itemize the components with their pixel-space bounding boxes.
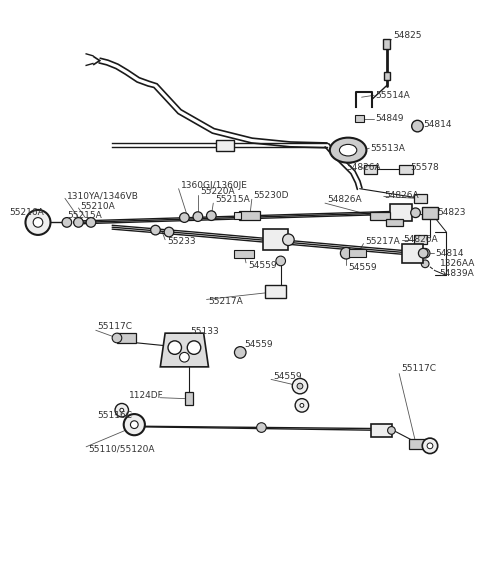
Text: 54814: 54814 <box>423 120 452 129</box>
Circle shape <box>73 218 83 227</box>
Text: 1360GJ/1360JE: 1360GJ/1360JE <box>180 181 247 190</box>
Text: 55233: 55233 <box>167 237 196 246</box>
Bar <box>414 194 427 203</box>
Bar <box>399 165 413 174</box>
Circle shape <box>25 210 50 235</box>
Circle shape <box>422 438 438 454</box>
Bar <box>185 392 193 405</box>
Text: 55216A: 55216A <box>9 208 44 217</box>
Text: 54825: 54825 <box>394 31 422 40</box>
Circle shape <box>340 247 352 259</box>
Bar <box>265 285 287 299</box>
Text: 1124DF: 1124DF <box>129 391 163 400</box>
Circle shape <box>168 341 181 355</box>
Bar <box>117 333 136 343</box>
Circle shape <box>164 227 174 237</box>
Circle shape <box>180 213 189 222</box>
Circle shape <box>151 225 160 235</box>
Text: 54839A: 54839A <box>440 269 474 278</box>
Text: 55215A: 55215A <box>215 195 250 204</box>
Bar <box>355 115 364 122</box>
Bar <box>384 72 390 80</box>
Circle shape <box>421 260 429 268</box>
Bar <box>239 211 261 221</box>
Text: 55116C: 55116C <box>98 410 132 420</box>
Text: 55110/55120A: 55110/55120A <box>88 444 155 453</box>
Circle shape <box>187 341 201 355</box>
Circle shape <box>86 218 96 227</box>
Circle shape <box>124 414 145 435</box>
Bar <box>233 212 241 219</box>
Bar <box>402 243 423 263</box>
Bar <box>370 212 390 219</box>
Bar <box>371 424 393 437</box>
Circle shape <box>297 383 303 389</box>
Text: 54823: 54823 <box>438 208 466 217</box>
Text: 1310YA/1346VB: 1310YA/1346VB <box>67 192 139 201</box>
Circle shape <box>193 212 203 221</box>
Text: 54826A: 54826A <box>403 235 438 244</box>
Ellipse shape <box>330 137 366 162</box>
Bar <box>349 249 366 257</box>
Circle shape <box>206 211 216 221</box>
Circle shape <box>412 120 423 132</box>
Text: 54826A: 54826A <box>327 195 361 204</box>
Text: 55217A: 55217A <box>208 297 243 306</box>
Circle shape <box>419 249 428 258</box>
Text: 55513A: 55513A <box>370 144 405 153</box>
Ellipse shape <box>339 144 357 156</box>
Text: 55514A: 55514A <box>375 91 410 100</box>
Bar <box>414 235 427 244</box>
Bar <box>422 207 438 218</box>
Text: 55217A: 55217A <box>365 237 400 246</box>
Text: 54826A: 54826A <box>384 191 420 200</box>
Circle shape <box>292 378 308 394</box>
Bar <box>216 140 233 151</box>
Circle shape <box>427 443 433 449</box>
Bar <box>383 39 391 49</box>
Text: 54559: 54559 <box>273 372 301 381</box>
Text: 55117C: 55117C <box>98 322 132 331</box>
Text: 55578: 55578 <box>411 163 440 172</box>
Text: 55210A: 55210A <box>80 202 115 210</box>
Text: 54849: 54849 <box>375 114 404 123</box>
Bar <box>409 439 428 449</box>
Bar <box>385 218 403 226</box>
Circle shape <box>411 208 420 218</box>
Circle shape <box>120 408 124 412</box>
Circle shape <box>283 234 294 246</box>
Circle shape <box>234 347 246 358</box>
Circle shape <box>295 398 309 412</box>
Bar <box>234 250 254 258</box>
Text: 55220A: 55220A <box>200 187 234 196</box>
Text: 55117C: 55117C <box>401 364 436 373</box>
Circle shape <box>300 404 304 408</box>
Text: 55133: 55133 <box>190 327 219 336</box>
Circle shape <box>420 249 430 258</box>
Bar <box>391 204 412 221</box>
Text: 54826A: 54826A <box>346 163 381 172</box>
Circle shape <box>276 256 286 266</box>
Text: 1326AA: 1326AA <box>440 259 475 268</box>
Text: 55215A: 55215A <box>67 211 102 220</box>
Circle shape <box>131 421 138 429</box>
Circle shape <box>387 426 396 434</box>
Circle shape <box>33 218 43 227</box>
Text: 54814: 54814 <box>435 249 463 258</box>
Circle shape <box>62 218 72 227</box>
Text: 54559: 54559 <box>244 340 273 349</box>
Text: 55230D: 55230D <box>254 191 289 200</box>
Bar <box>363 165 377 174</box>
Polygon shape <box>160 333 208 367</box>
Circle shape <box>115 404 129 417</box>
Circle shape <box>112 333 122 343</box>
Bar <box>264 229 288 250</box>
Circle shape <box>257 423 266 433</box>
Text: 54559: 54559 <box>348 263 377 272</box>
Circle shape <box>180 352 189 362</box>
Text: 54559: 54559 <box>248 261 276 270</box>
